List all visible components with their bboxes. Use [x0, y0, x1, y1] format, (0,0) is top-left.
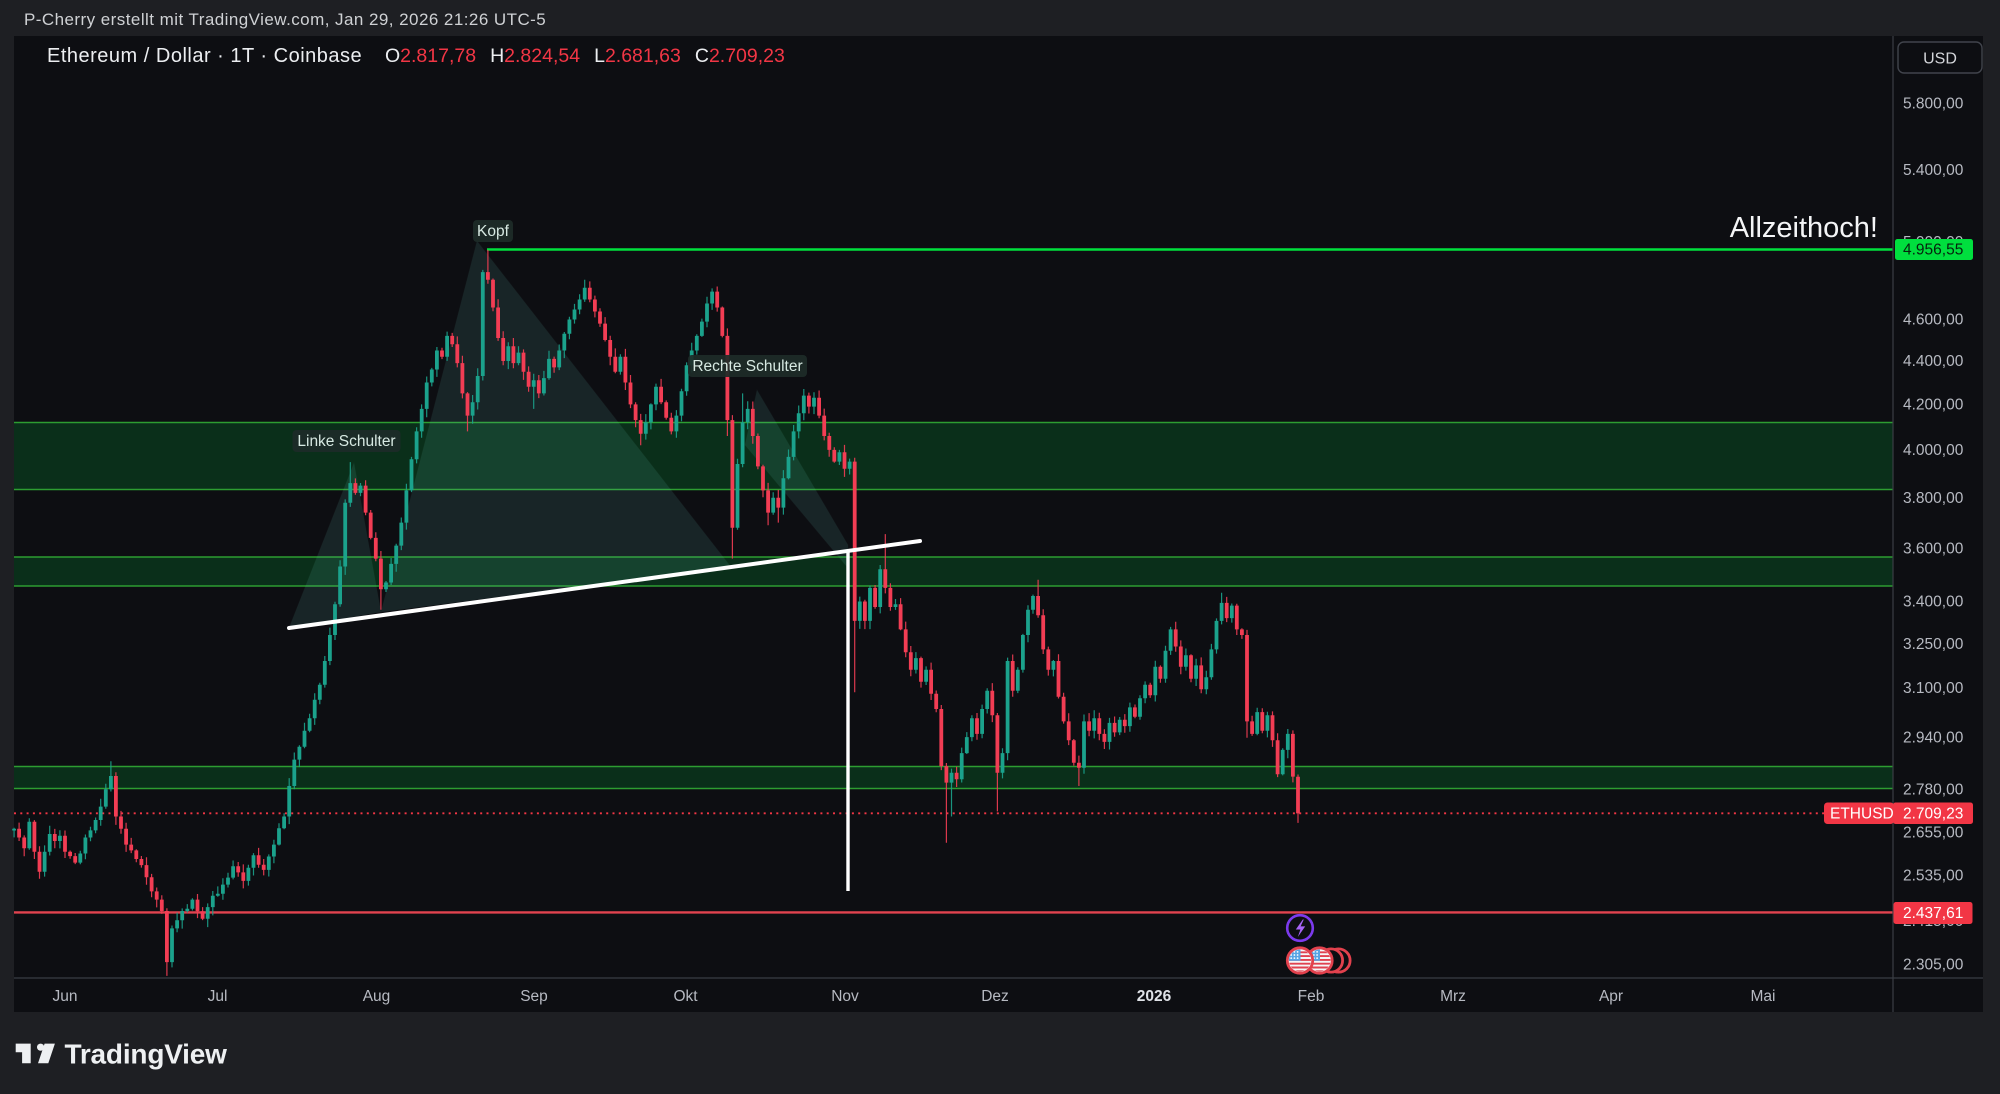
- svg-text:Apr: Apr: [1599, 988, 1623, 1005]
- svg-text:2.655,00: 2.655,00: [1903, 824, 1964, 841]
- svg-text:Sep: Sep: [520, 988, 548, 1005]
- svg-text:3.800,00: 3.800,00: [1903, 490, 1964, 507]
- svg-text:TradingView: TradingView: [65, 1038, 228, 1069]
- svg-text:Okt: Okt: [673, 988, 698, 1005]
- svg-text:Jun: Jun: [53, 988, 78, 1005]
- svg-text:3.400,00: 3.400,00: [1903, 594, 1964, 611]
- svg-text:2.780,00: 2.780,00: [1903, 782, 1964, 799]
- svg-text:5.800,00: 5.800,00: [1903, 96, 1964, 113]
- svg-text:Allzeithoch!: Allzeithoch!: [1730, 212, 1878, 244]
- svg-text:Nov: Nov: [831, 988, 859, 1005]
- svg-text:4.000,00: 4.000,00: [1903, 442, 1964, 459]
- svg-text:USD: USD: [1923, 51, 1957, 68]
- svg-text:3.250,00: 3.250,00: [1903, 636, 1964, 653]
- svg-text:Aug: Aug: [363, 988, 391, 1005]
- svg-text:P-Cherry erstellt mit TradingV: P-Cherry erstellt mit TradingView.com, J…: [24, 10, 546, 29]
- svg-text:2.709,23: 2.709,23: [1903, 805, 1963, 822]
- svg-text:Linke Schulter: Linke Schulter: [297, 433, 395, 450]
- svg-text:2.535,00: 2.535,00: [1903, 868, 1964, 885]
- svg-text:4.600,00: 4.600,00: [1903, 312, 1964, 329]
- svg-text:4.400,00: 4.400,00: [1903, 353, 1964, 370]
- svg-text:Kopf: Kopf: [477, 223, 510, 240]
- svg-text:2.305,00: 2.305,00: [1903, 956, 1964, 973]
- svg-text:ETHUSD: ETHUSD: [1830, 805, 1894, 822]
- svg-text:Mai: Mai: [1751, 988, 1776, 1005]
- svg-text:4.200,00: 4.200,00: [1903, 397, 1964, 414]
- svg-text:2.437,61: 2.437,61: [1903, 905, 1963, 922]
- svg-text:2026: 2026: [1137, 988, 1172, 1005]
- svg-text:Feb: Feb: [1298, 988, 1325, 1005]
- svg-text:2.940,00: 2.940,00: [1903, 729, 1964, 746]
- svg-text:3.600,00: 3.600,00: [1903, 540, 1964, 557]
- svg-text:3.100,00: 3.100,00: [1903, 680, 1964, 697]
- svg-text:5.400,00: 5.400,00: [1903, 162, 1964, 179]
- svg-text:4.956,55: 4.956,55: [1903, 242, 1963, 259]
- svg-text:Mrz: Mrz: [1440, 988, 1466, 1005]
- svg-text:Dez: Dez: [981, 988, 1009, 1005]
- svg-text:Ethereum / Dollar · 1T · Coinb: Ethereum / Dollar · 1T · Coinbase: [47, 45, 362, 67]
- svg-text:Jul: Jul: [208, 988, 228, 1005]
- svg-text:Rechte Schulter: Rechte Schulter: [692, 358, 802, 375]
